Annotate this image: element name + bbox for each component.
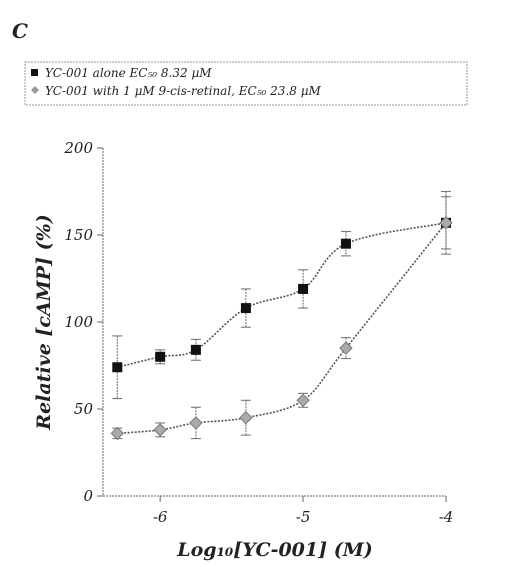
y-axis-label: Relative [cAMP] (%) bbox=[33, 214, 55, 430]
data-point bbox=[110, 426, 124, 441]
fit-curve bbox=[117, 222, 447, 435]
data-point bbox=[155, 351, 166, 362]
legend-label-series-2: YC-001 with 1 μM 9-cis-retinal, EC₅₀ 23.… bbox=[45, 84, 322, 98]
series-yc-001-with-9-cis-retinal bbox=[110, 190, 453, 441]
y-tick-label: 50 bbox=[74, 400, 94, 418]
y-tick-label: 200 bbox=[63, 139, 93, 157]
legend-marker-series-1 bbox=[31, 69, 38, 76]
data-point bbox=[189, 416, 203, 430]
data-point bbox=[339, 341, 353, 355]
y-tick-label: 0 bbox=[83, 487, 93, 505]
data-point bbox=[296, 393, 310, 408]
x-tick-label: -4 bbox=[439, 508, 454, 526]
legend: YC-001 alone EC₅₀ 8.32 μM YC-001 with 1 … bbox=[24, 61, 468, 106]
data-point bbox=[340, 238, 351, 249]
x-tick-label: -5 bbox=[296, 508, 311, 526]
data-point bbox=[153, 423, 167, 437]
y-ticks: 0 50 100 150 200 bbox=[63, 139, 103, 505]
data-point bbox=[439, 216, 453, 230]
x-ticks: -6 -5 -4 bbox=[153, 496, 453, 526]
panel-label: C bbox=[12, 19, 28, 43]
axes bbox=[102, 148, 446, 497]
data-point bbox=[298, 283, 309, 294]
x-axis-label: Log₁₀[YC-001] (M) bbox=[176, 539, 372, 561]
data-point bbox=[112, 362, 123, 373]
data-point bbox=[190, 344, 201, 355]
x-tick-label: -6 bbox=[153, 508, 168, 526]
data-point bbox=[239, 410, 253, 425]
legend-label-series-1: YC-001 alone EC₅₀ 8.32 μM bbox=[45, 66, 212, 80]
fit-curve bbox=[117, 222, 447, 369]
series-yc-001-alone bbox=[112, 196, 451, 400]
legend-marker-series-2 bbox=[31, 86, 39, 94]
data-point bbox=[240, 303, 251, 314]
y-tick-label: 150 bbox=[64, 226, 93, 244]
y-tick-label: 100 bbox=[64, 313, 93, 331]
legend-box bbox=[24, 61, 468, 106]
